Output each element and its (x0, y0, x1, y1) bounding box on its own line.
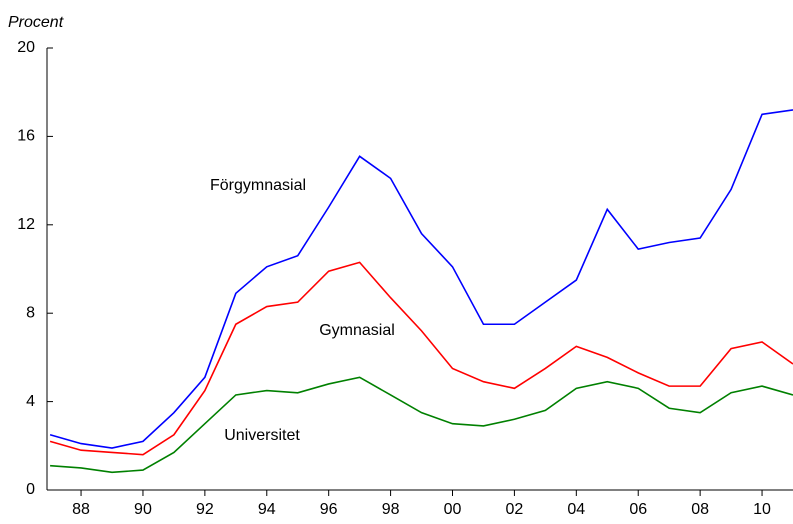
series-label: Förgymnasial (210, 177, 306, 194)
y-tick-label: 8 (26, 304, 35, 321)
x-tick-label: 00 (444, 501, 462, 518)
line-series (50, 376, 793, 474)
x-tick-label: 94 (258, 501, 276, 518)
y-tick-label: 0 (26, 481, 35, 498)
y-tick-label: 20 (17, 39, 35, 56)
x-tick-label: 98 (382, 501, 400, 518)
x-tick-label: 02 (506, 501, 524, 518)
x-tick-label: 10 (753, 501, 771, 518)
y-tick-label: 16 (17, 128, 35, 145)
y-axis-label: Procent (8, 14, 64, 31)
line-series (49, 261, 793, 456)
y-tick-label: 12 (17, 216, 35, 233)
x-tick-label: 04 (567, 501, 585, 518)
line-series (49, 109, 793, 449)
x-tick-label: 08 (691, 501, 709, 518)
x-tick-label: 06 (629, 501, 647, 518)
x-tick-label: 96 (320, 501, 338, 518)
x-tick-label: 92 (196, 501, 214, 518)
y-tick-label: 4 (26, 393, 35, 410)
x-tick-label: 88 (72, 501, 90, 518)
x-tick-label: 90 (134, 501, 152, 518)
series-label: Universitet (224, 427, 300, 444)
series-label: Gymnasial (319, 322, 395, 339)
